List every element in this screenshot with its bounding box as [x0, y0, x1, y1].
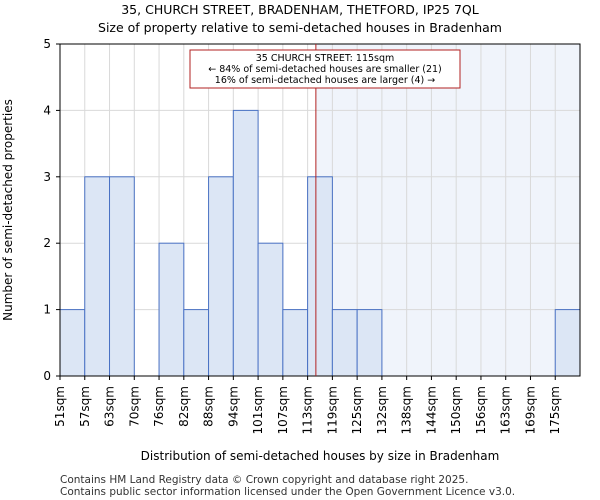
annotation-line-3: 16% of semi-detached houses are larger (…: [215, 75, 435, 86]
annotation-line-2: ← 84% of semi-detached houses are smalle…: [208, 64, 442, 75]
x-tick-label: 82sqm: [177, 386, 191, 427]
bar: [109, 176, 135, 377]
annotation-line-1: 35 CHURCH STREET: 115sqm: [256, 53, 395, 64]
x-tick-label: 150sqm: [449, 386, 463, 434]
y-tick-label: 2: [43, 236, 51, 250]
bar: [59, 309, 86, 377]
footer-licence: Contains public sector information licen…: [60, 486, 516, 498]
bar: [282, 309, 309, 377]
x-tick-label: 125sqm: [350, 386, 364, 434]
x-tick-label: 63sqm: [103, 386, 117, 427]
bar: [84, 176, 111, 377]
y-axis-label: Number of semi-detached properties: [1, 99, 15, 321]
bar: [208, 176, 234, 377]
footer-copyright: Contains HM Land Registry data © Crown c…: [60, 474, 469, 486]
y-tick-label: 3: [43, 170, 51, 184]
x-axis-label: Distribution of semi-detached houses by …: [141, 449, 500, 463]
x-tick-label: 113sqm: [301, 386, 315, 434]
x-tick-label: 88sqm: [202, 386, 216, 427]
x-tick-label: 76sqm: [152, 386, 166, 427]
x-tick-label: 70sqm: [127, 386, 141, 427]
x-tick-label: 163sqm: [499, 386, 513, 434]
plot-frame: [59, 43, 581, 377]
chart-title: 35, CHURCH STREET, BRADENHAM, THETFORD, …: [121, 2, 479, 17]
bar: [356, 309, 383, 377]
y-tick-label: 4: [43, 103, 51, 117]
x-tick-label: 94sqm: [226, 386, 240, 427]
x-tick-label: 101sqm: [251, 386, 265, 434]
x-tick-label: 175sqm: [548, 386, 562, 434]
bar: [158, 242, 185, 377]
x-tick-labels: 51sqm 57sqm 63sqm 70sqm 76sqm 82sqm 88sqm 94sqm…: [53, 386, 562, 434]
x-tick-label: 51sqm: [53, 386, 67, 427]
y-tick-label: 5: [43, 37, 51, 51]
axes: [56, 43, 581, 380]
x-tick-label: 132sqm: [375, 386, 389, 434]
y-tick-label: 0: [43, 369, 51, 383]
annotation-box: 35 CHURCH STREET: 115sqm ← 84% of semi-d…: [189, 49, 461, 89]
bar: [257, 242, 284, 377]
bar: [307, 176, 333, 377]
y-tick-labels: 0 1 2 3 4 5: [43, 37, 51, 383]
annotation-border: [189, 49, 461, 89]
bar: [232, 109, 259, 377]
x-tick-label: 57sqm: [78, 386, 92, 427]
x-tick-label: 119sqm: [325, 386, 339, 434]
x-tick-label: 169sqm: [523, 386, 537, 434]
x-tick-label: 138sqm: [400, 386, 414, 434]
bar: [183, 309, 210, 377]
x-tick-label: 144sqm: [424, 386, 438, 434]
x-tick-label: 156sqm: [474, 386, 488, 434]
x-tick-label: 107sqm: [276, 386, 290, 434]
chart-subtitle: Size of property relative to semi-detach…: [98, 20, 502, 35]
y-tick-label: 1: [43, 303, 51, 317]
bar: [554, 309, 581, 377]
bar: [331, 309, 358, 377]
